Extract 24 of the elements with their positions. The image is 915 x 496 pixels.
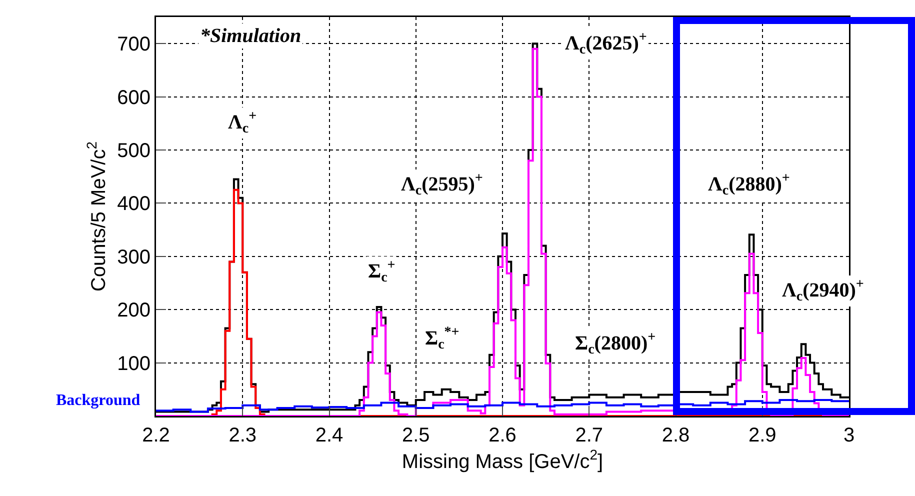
x-tick-label: 2.5 bbox=[402, 424, 430, 446]
y-tick-label: 500 bbox=[117, 140, 150, 162]
y-tick-label: 200 bbox=[117, 300, 150, 322]
y-tick-label: 600 bbox=[117, 86, 150, 109]
annotation: Λ$_{c}$(2940)$^{+}$ bbox=[782, 277, 864, 305]
x-tick-label: 2.8 bbox=[662, 424, 690, 446]
x-tick-label: 2.2 bbox=[142, 424, 170, 446]
x-tick-label: 2.6 bbox=[488, 424, 516, 446]
y-tick-label: 100 bbox=[117, 352, 150, 375]
y-tick-label: 700 bbox=[117, 34, 150, 56]
y-tick-label: 400 bbox=[117, 193, 150, 216]
x-tick-label: 2.4 bbox=[315, 424, 344, 446]
x-tick-label: 2.7 bbox=[575, 424, 604, 446]
annotation: Λ$_{c}$(2625)$^{+}$ bbox=[565, 30, 647, 58]
annotation: Λ$_{c}$(2595)$^{+}$ bbox=[401, 171, 483, 199]
x-tick-label: 2.3 bbox=[228, 424, 257, 446]
x-tick-label: 2.9 bbox=[748, 424, 776, 446]
annotation: Λ$_{c}$(2880)$^{+}$ bbox=[708, 171, 790, 199]
annotation: *Simulation bbox=[200, 25, 302, 47]
series-label: Background bbox=[56, 392, 140, 409]
x-tick-label: 3 bbox=[843, 424, 855, 446]
y-tick-label: 300 bbox=[117, 246, 150, 268]
x-axis-title: Missing Mass [GeV/c$^{2}$] bbox=[402, 446, 604, 473]
annotation: Σ$_{c}$(2800)$^{+}$ bbox=[575, 330, 656, 358]
